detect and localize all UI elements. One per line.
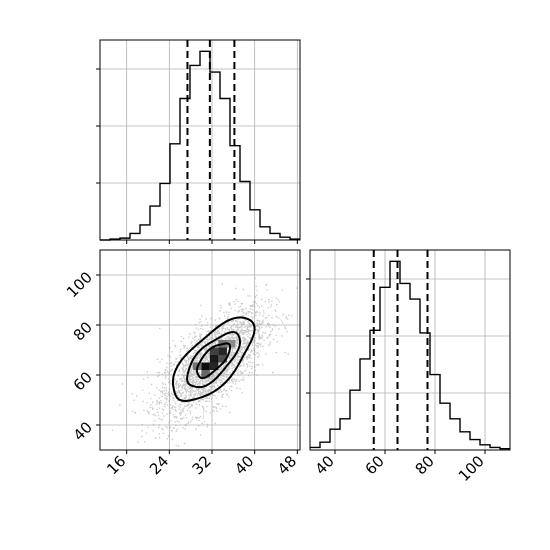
histogram-bin xyxy=(440,403,450,450)
x-tick-label: 16 xyxy=(103,452,129,478)
histogram-bin xyxy=(400,283,410,450)
density-contours xyxy=(171,316,256,403)
density-cell xyxy=(201,370,210,378)
histogram-bin xyxy=(170,144,180,240)
x-tick-label: 48 xyxy=(274,452,300,478)
histogram-bin xyxy=(180,98,190,240)
histogram-bin xyxy=(460,432,470,450)
density-cell xyxy=(226,340,236,348)
x-axis-ticks-param1: 16 24 32 40 48 xyxy=(103,450,300,478)
histogram-param1 xyxy=(100,40,300,241)
histogram-ticks-param1 xyxy=(96,68,298,244)
histogram-frame-param2 xyxy=(309,249,511,451)
density-cell xyxy=(201,362,210,370)
x-tick-label: 40 xyxy=(312,452,338,478)
histogram-bin xyxy=(240,182,250,240)
x-tick-label: 100 xyxy=(455,452,488,485)
histogram-bin xyxy=(220,98,230,240)
histogram-bin xyxy=(230,146,240,240)
x-tick-label: 24 xyxy=(146,452,172,478)
histogram-step-line xyxy=(100,50,300,241)
histogram-bin xyxy=(260,227,270,240)
histogram-bin xyxy=(200,51,210,240)
x-tick-label: 40 xyxy=(231,452,257,478)
histogram-bin xyxy=(140,225,150,240)
joint-density-panel: 16 24 32 40 48 40 60 80 100 xyxy=(63,249,301,478)
y-axis-ticks-param2: 40 60 80 100 xyxy=(63,268,100,445)
histogram-bin xyxy=(370,330,380,450)
joint-frame xyxy=(99,249,301,451)
x-tick-label: 32 xyxy=(189,452,215,478)
x-tick-label: 80 xyxy=(412,452,438,478)
density-cell xyxy=(218,355,227,363)
histogram-bin xyxy=(350,390,360,450)
contour-inner xyxy=(195,342,232,380)
density-cell xyxy=(209,347,219,355)
histogram-step-line xyxy=(310,260,510,450)
histogram-bin xyxy=(130,233,140,240)
histogram-bin xyxy=(210,72,220,240)
histogram-grid-param2 xyxy=(310,250,510,450)
x-tick-label: 60 xyxy=(362,452,388,478)
histogram-bin xyxy=(150,206,160,240)
y-tick-label: 60 xyxy=(70,368,96,394)
histogram-bin xyxy=(410,299,420,450)
histogram-param2 xyxy=(310,250,510,450)
contour-outer xyxy=(171,316,256,403)
density-cell xyxy=(209,362,219,370)
histogram-frame-param1 xyxy=(99,39,301,241)
histogram-panel-param2: 40 60 80 100 xyxy=(306,249,511,485)
histogram-panel-param1 xyxy=(96,39,301,244)
histogram-bin xyxy=(270,233,280,240)
y-tick-label: 80 xyxy=(70,318,96,344)
density-cell xyxy=(218,347,227,355)
histogram-bin xyxy=(320,442,330,450)
y-tick-label: 40 xyxy=(70,418,96,444)
density-cell xyxy=(209,355,219,363)
histogram-bin xyxy=(190,65,200,240)
histogram-bin xyxy=(470,440,480,450)
y-tick-label: 100 xyxy=(63,268,96,301)
contour-middle xyxy=(186,331,242,389)
histogram-bin xyxy=(160,183,170,240)
histogram-bin xyxy=(360,359,370,450)
histogram-bin xyxy=(340,419,350,450)
histogram-grid-param1 xyxy=(100,40,300,240)
histogram-bin xyxy=(450,419,460,450)
